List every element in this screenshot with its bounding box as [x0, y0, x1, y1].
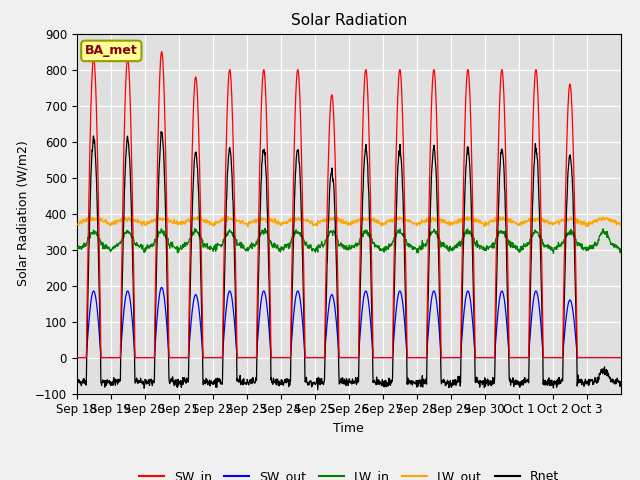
Y-axis label: Solar Radiation (W/m2): Solar Radiation (W/m2): [17, 141, 29, 287]
Title: Solar Radiation: Solar Radiation: [291, 13, 407, 28]
Legend: SW_in, SW_out, LW_in, LW_out, Rnet: SW_in, SW_out, LW_in, LW_out, Rnet: [134, 465, 564, 480]
Text: BA_met: BA_met: [85, 44, 138, 58]
X-axis label: Time: Time: [333, 422, 364, 435]
